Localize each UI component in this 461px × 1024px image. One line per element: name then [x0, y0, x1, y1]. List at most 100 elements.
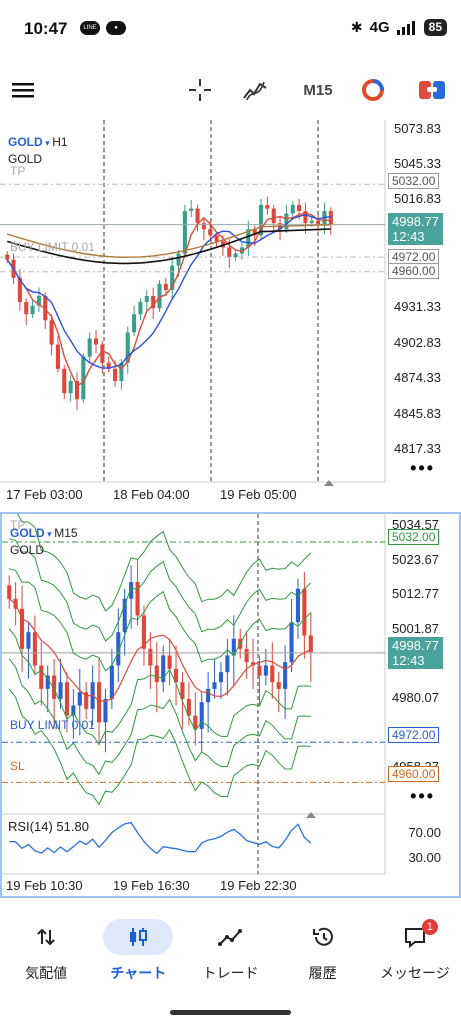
candle	[233, 253, 238, 258]
candle	[71, 705, 76, 716]
candle	[201, 223, 206, 230]
m15-chart-canvas[interactable]	[2, 514, 459, 896]
nav-chart-label: チャート	[110, 965, 167, 981]
candle	[125, 332, 130, 363]
slow-ma-line-2	[6, 224, 331, 258]
candle	[186, 698, 191, 716]
nav-quotes[interactable]: 気配値	[0, 905, 92, 990]
trade-icon[interactable]	[358, 76, 388, 104]
history-icon	[288, 919, 358, 955]
nav-history[interactable]: 履歴	[277, 905, 369, 990]
candle	[62, 368, 67, 394]
candle	[283, 662, 288, 689]
h1-chart-pane[interactable]: GOLD ▾ H1 GOLD TP BUY LIMIT 0.01 5073.83…	[0, 120, 461, 510]
tp-tag: 5032.00	[388, 529, 440, 545]
rsi-level-30: 30.00	[408, 850, 441, 865]
crosshair-icon[interactable]	[186, 76, 214, 104]
candle	[58, 682, 63, 699]
sl-line-label: SL	[10, 759, 25, 773]
candle	[148, 648, 153, 666]
bollinger-upper-1	[9, 568, 312, 672]
messages-icon: 1	[380, 919, 450, 955]
price-label: 5012.77	[392, 586, 439, 601]
nav-quotes-label: 気配値	[25, 965, 68, 981]
nav-messages[interactable]: 1 メッセージ	[369, 905, 461, 990]
chart-icon	[103, 919, 174, 955]
candle	[167, 655, 172, 669]
buy-limit-line-label: BUY LIMIT 0.01	[10, 240, 95, 254]
candle	[96, 682, 102, 723]
candle	[302, 588, 307, 636]
more-options-icon[interactable]: •••	[410, 786, 435, 806]
m15-chart-pane[interactable]: TP GOLD ▾ M15 GOLD BUY LIMIT 0.01 SL 503…	[0, 512, 461, 898]
buy-limit-tag: 4972.00	[388, 727, 440, 743]
price-label: 4874.33	[394, 370, 441, 385]
candle	[284, 213, 289, 230]
candle	[87, 338, 92, 357]
candle	[24, 302, 29, 315]
indicator-icon[interactable]	[240, 76, 272, 104]
candle	[135, 582, 140, 616]
nav-chart[interactable]: チャート	[92, 905, 184, 990]
candle	[276, 682, 281, 689]
scroll-marker	[324, 480, 334, 486]
candle	[239, 247, 245, 254]
rsi-label: RSI(14) 51.80	[8, 819, 89, 834]
candle	[93, 338, 99, 345]
candle	[189, 208, 194, 211]
nav-trade[interactable]: トレード	[184, 905, 276, 990]
candle	[45, 675, 50, 689]
candle	[74, 381, 80, 400]
candle	[154, 665, 159, 683]
status-right: ✱ 4G 85	[351, 19, 447, 36]
tp-tag: 5032.00	[388, 173, 440, 189]
candle	[122, 598, 127, 633]
sl-tag: 4960.00	[388, 263, 440, 279]
candle	[81, 356, 86, 400]
candle-countdown: 12:43	[392, 653, 425, 668]
quotes-icon	[11, 919, 81, 955]
current-price: 4998.77	[392, 638, 439, 653]
candle	[49, 320, 54, 345]
candle	[144, 296, 149, 303]
status-bar: 10:47 LINE ● ✱ 4G 85	[0, 0, 461, 60]
candle	[182, 211, 187, 254]
bollinger-middle	[8, 598, 312, 702]
candle	[32, 632, 37, 666]
candle	[161, 655, 166, 683]
bollinger-lower-1	[8, 628, 311, 746]
symbol-name: GOLD	[8, 152, 43, 166]
sl-tag: 4960.00	[388, 766, 440, 782]
timeframe-button[interactable]: M15	[303, 81, 333, 99]
battery-indicator: 85	[423, 19, 447, 36]
candle	[113, 368, 118, 381]
candle	[141, 615, 147, 649]
price-label: 5023.67	[392, 551, 439, 567]
candle	[297, 204, 302, 211]
candle	[212, 682, 217, 689]
candle	[84, 692, 89, 709]
line-icon: LINE	[80, 21, 100, 35]
candle	[170, 265, 175, 290]
rsi-level-70: 70.00	[408, 825, 441, 840]
candle	[208, 229, 213, 236]
more-options-icon[interactable]: •••	[410, 458, 435, 478]
current-price-tag: 4998.77 12:43	[388, 213, 443, 245]
message-badge: 1	[421, 919, 438, 935]
menu-icon[interactable]	[10, 76, 36, 104]
order-icon[interactable]	[416, 76, 448, 104]
candle	[116, 632, 121, 666]
candle	[163, 283, 168, 290]
price-label: 5034.57	[392, 517, 439, 532]
candle	[106, 362, 111, 369]
price-label: 5073.83	[394, 121, 441, 136]
candle	[180, 682, 185, 699]
symbol-name: GOLD	[10, 543, 45, 557]
candle	[244, 648, 249, 663]
status-left-icons: LINE ●	[80, 21, 126, 35]
price-label: 4845.83	[394, 405, 441, 421]
candle	[231, 638, 236, 656]
candle	[157, 283, 162, 309]
bluetooth-icon: ✱	[350, 19, 363, 35]
h1-chart-canvas[interactable]	[0, 120, 461, 510]
